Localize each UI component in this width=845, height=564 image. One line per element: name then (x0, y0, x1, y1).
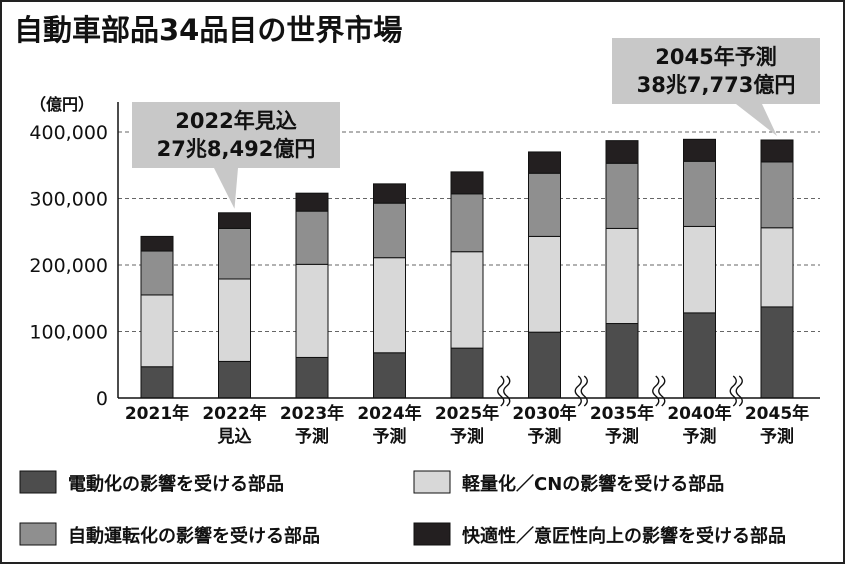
bar-segment-4 (373, 183, 406, 204)
callout-pointer (214, 168, 238, 209)
bar-segment-1 (528, 331, 561, 399)
x-tick-sublabel: 見込 (217, 427, 252, 447)
callouts: 2022年見込 27兆8,492億円 2045年予測 38兆7,773億円 (132, 38, 820, 209)
axis-break-mark (735, 375, 743, 407)
callout-background (132, 102, 340, 168)
callout-box: 2022年見込 27兆8,492億円 (132, 102, 340, 209)
x-tick-sublabel: 予測 (683, 426, 717, 447)
legend-item: 快適性／意匠性向上の影響を受ける部品 (413, 522, 786, 547)
y-tick-label: 400,000 (29, 122, 108, 144)
legend-swatch (413, 470, 451, 494)
legend-swatch (19, 470, 57, 494)
callout-text: 2022年見込 (175, 109, 296, 133)
x-tick-sublabel: 予測 (373, 426, 407, 447)
bar-segment-3 (605, 162, 639, 229)
axis-break-mark (503, 375, 511, 407)
bar-segment-4 (450, 171, 484, 195)
bar-segment-3 (683, 160, 716, 227)
bar-segment-1 (605, 323, 639, 399)
bar-segment-2 (295, 263, 329, 358)
stacked-bars (140, 138, 794, 399)
bar-segment-1 (760, 306, 794, 399)
bar-segment-2 (605, 227, 639, 325)
bar-segment-4 (528, 151, 561, 174)
x-tick-sublabel: 予測 (760, 426, 794, 447)
bar-segment-3 (528, 172, 561, 237)
x-tick-sublabel: 予測 (450, 426, 484, 447)
x-tick-label: 2040年 (667, 403, 731, 424)
bar-segment-3 (295, 210, 329, 265)
x-tick-sublabel: 予測 (528, 426, 562, 447)
x-tick-label: 2022年 (202, 403, 266, 424)
callout-text: 27兆8,492億円 (157, 137, 316, 161)
bar-segment-2 (218, 278, 251, 362)
bar-segment-2 (450, 251, 484, 349)
legend-item: 電動化の影響を受ける部品 (19, 470, 284, 495)
bar-segment-2 (760, 227, 794, 308)
x-tick-label: 2035年 (590, 403, 654, 424)
x-tick-sublabel: 予測 (605, 426, 639, 447)
bar-segment-1 (373, 352, 406, 399)
legend-swatch (413, 522, 451, 546)
bar-segment-4 (605, 140, 639, 164)
bar-segment-4 (760, 139, 794, 163)
bar-segment-1 (218, 360, 251, 399)
callout-text: 38兆7,773億円 (637, 73, 796, 97)
bar-segment-1 (295, 356, 329, 399)
y-axis-ticks: 0 100,000 200,000 300,000 400,000 (29, 122, 108, 410)
bar-segment-4 (295, 192, 329, 212)
y-tick-label: 100,000 (29, 322, 108, 344)
x-tick-label: 2045年 (745, 403, 809, 424)
axis-break-mark (574, 375, 582, 407)
y-tick-label: 200,000 (29, 255, 108, 277)
legend-swatch (19, 522, 57, 546)
bar-segment-3 (218, 227, 251, 280)
callout-pointer (736, 104, 777, 136)
axis-break-mark (658, 375, 666, 407)
y-axis-unit-label: （億円） (30, 95, 94, 114)
legend-label: 電動化の影響を受ける部品 (68, 473, 284, 495)
bar-segment-3 (760, 161, 794, 229)
x-axis-ticks: 2021年 2022年見込2023年予測2024年予測2025年予測2030年予測… (125, 403, 809, 447)
bar-segment-3 (140, 250, 174, 296)
legend-item: 自動運転化の影響を受ける部品 (19, 522, 320, 547)
callout-text: 2045年予測 (655, 45, 776, 69)
chart-title: 自動車部品34品目の世界市場 (14, 13, 402, 47)
bar-segment-1 (683, 312, 716, 399)
callout-box: 2045年予測 38兆7,773億円 (612, 38, 820, 136)
x-tick-sublabel: 予測 (295, 426, 329, 447)
y-tick-label: 300,000 (29, 189, 108, 211)
bar-segment-2 (683, 225, 716, 314)
legend-label: 自動運転化の影響を受ける部品 (68, 525, 320, 547)
callout-background (612, 38, 820, 104)
bar-segment-1 (450, 347, 484, 399)
legend-label: 軽量化／CNの影響を受ける部品 (462, 473, 724, 495)
x-tick-label: 2024年 (357, 403, 421, 424)
axis-breaks (497, 375, 743, 407)
bar-segment-1 (140, 366, 174, 399)
axis-break-mark (497, 375, 505, 407)
axis-break-mark (652, 375, 660, 407)
x-tick-label: 2021年 (125, 403, 189, 424)
bar-segment-2 (373, 257, 406, 354)
bar-segment-4 (140, 235, 174, 252)
legend-label: 快適性／意匠性向上の影響を受ける部品 (462, 525, 786, 547)
bar-segment-3 (450, 193, 484, 253)
legend-item: 軽量化／CNの影響を受ける部品 (413, 470, 724, 495)
x-tick-label: 2025年 (435, 403, 499, 424)
bar-segment-2 (140, 294, 174, 368)
x-tick-label: 2030年 (512, 403, 576, 424)
bar-segment-2 (528, 235, 561, 333)
bar-segment-3 (373, 202, 406, 259)
legend: 電動化の影響を受ける部品 軽量化／CNの影響を受ける部品自動運転化の影響を受ける部… (19, 470, 786, 547)
axis-break-mark (729, 375, 737, 407)
axis-break-mark (580, 375, 588, 407)
bar-segment-4 (218, 212, 251, 229)
x-tick-label: 2023年 (280, 403, 344, 424)
bar-segment-4 (683, 138, 716, 162)
axes (117, 102, 820, 399)
y-tick-label: 0 (96, 388, 108, 410)
